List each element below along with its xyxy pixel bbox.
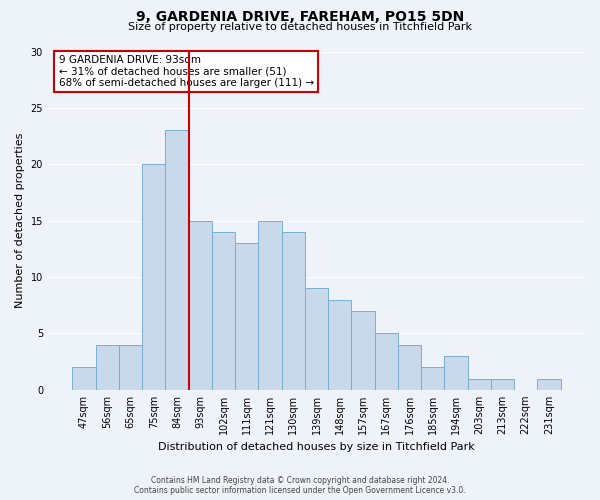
Bar — [142, 164, 166, 390]
Text: 9, GARDENIA DRIVE, FAREHAM, PO15 5DN: 9, GARDENIA DRIVE, FAREHAM, PO15 5DN — [136, 10, 464, 24]
Bar — [188, 220, 212, 390]
Bar — [212, 232, 235, 390]
Bar — [352, 311, 374, 390]
Bar — [398, 344, 421, 390]
Y-axis label: Number of detached properties: Number of detached properties — [15, 133, 25, 308]
Bar — [73, 368, 95, 390]
Bar — [281, 232, 305, 390]
Bar — [235, 243, 259, 390]
Text: 9 GARDENIA DRIVE: 93sqm
← 31% of detached houses are smaller (51)
68% of semi-de: 9 GARDENIA DRIVE: 93sqm ← 31% of detache… — [59, 55, 314, 88]
Text: Size of property relative to detached houses in Titchfield Park: Size of property relative to detached ho… — [128, 22, 472, 32]
Text: Contains HM Land Registry data © Crown copyright and database right 2024.
Contai: Contains HM Land Registry data © Crown c… — [134, 476, 466, 495]
Bar — [467, 378, 491, 390]
Bar — [538, 378, 560, 390]
Bar — [95, 344, 119, 390]
Bar — [445, 356, 467, 390]
Bar — [421, 368, 445, 390]
Bar — [119, 344, 142, 390]
Bar — [328, 300, 352, 390]
Bar — [305, 288, 328, 390]
Bar — [259, 220, 281, 390]
Bar — [166, 130, 188, 390]
Bar — [491, 378, 514, 390]
X-axis label: Distribution of detached houses by size in Titchfield Park: Distribution of detached houses by size … — [158, 442, 475, 452]
Bar — [374, 334, 398, 390]
